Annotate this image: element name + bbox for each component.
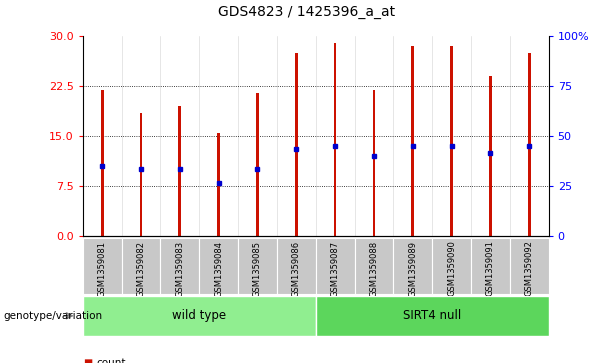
- Text: GSM1359082: GSM1359082: [137, 241, 145, 297]
- Bar: [140, 113, 142, 236]
- Text: GSM1359089: GSM1359089: [408, 241, 417, 297]
- Bar: [394, 238, 432, 294]
- Text: GSM1359084: GSM1359084: [214, 241, 223, 297]
- Text: GSM1359081: GSM1359081: [97, 241, 107, 297]
- Text: wild type: wild type: [172, 309, 226, 322]
- Bar: [178, 106, 181, 236]
- Text: GSM1359083: GSM1359083: [175, 241, 185, 297]
- Bar: [411, 46, 414, 236]
- Bar: [101, 90, 104, 236]
- Bar: [295, 53, 298, 236]
- Bar: [316, 238, 354, 294]
- Text: GDS4823 / 1425396_a_at: GDS4823 / 1425396_a_at: [218, 5, 395, 20]
- Bar: [450, 46, 453, 236]
- Text: SIRT4 null: SIRT4 null: [403, 309, 462, 322]
- Bar: [199, 238, 238, 294]
- Text: GSM1359085: GSM1359085: [253, 241, 262, 297]
- Bar: [471, 238, 510, 294]
- Bar: [83, 296, 316, 336]
- Bar: [238, 238, 277, 294]
- Bar: [121, 238, 161, 294]
- Text: GSM1359088: GSM1359088: [370, 241, 378, 297]
- Text: ■: ■: [83, 358, 92, 363]
- Bar: [217, 133, 220, 236]
- Bar: [277, 238, 316, 294]
- Bar: [354, 238, 394, 294]
- Bar: [373, 90, 375, 236]
- Text: GSM1359086: GSM1359086: [292, 241, 301, 297]
- Bar: [333, 43, 337, 236]
- Text: GSM1359091: GSM1359091: [486, 241, 495, 297]
- Text: GSM1359087: GSM1359087: [330, 241, 340, 297]
- Bar: [316, 296, 549, 336]
- Bar: [510, 238, 549, 294]
- Bar: [83, 238, 121, 294]
- Bar: [528, 53, 531, 236]
- Bar: [489, 76, 492, 236]
- Bar: [161, 238, 199, 294]
- Bar: [256, 93, 259, 236]
- Bar: [432, 238, 471, 294]
- Text: count: count: [96, 358, 126, 363]
- Text: genotype/variation: genotype/variation: [3, 311, 102, 321]
- Text: GSM1359092: GSM1359092: [525, 241, 534, 297]
- Text: GSM1359090: GSM1359090: [447, 241, 456, 297]
